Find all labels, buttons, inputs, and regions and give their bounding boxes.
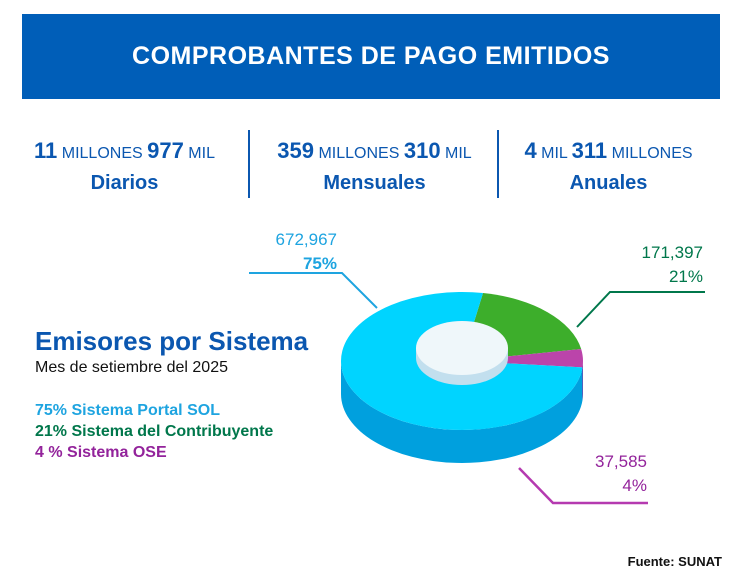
stat-monthly: 359 MILLONES 310 MIL Mensuales xyxy=(250,136,499,197)
stat-number: 310 xyxy=(403,138,441,163)
chart-subtitle: Mes de setiembre del 2025 xyxy=(35,359,228,376)
slice-value: 37,585 xyxy=(595,452,647,471)
slice-percent: 4% xyxy=(622,476,647,495)
stat-unit: MIL xyxy=(445,145,472,162)
slice-label-portal-sol: 672,967 75% xyxy=(276,228,337,276)
slice-side xyxy=(341,361,583,464)
stat-number: 311 xyxy=(571,138,608,163)
slice-label-contribuyente: 171,397 21% xyxy=(642,241,703,289)
stat-number: 4 xyxy=(524,138,537,163)
slice-value: 672,967 xyxy=(275,230,337,249)
stat-period: Anuales xyxy=(569,172,648,194)
legend-item-ose: 4 % Sistema OSE xyxy=(35,444,167,461)
stat-unit: MILLONES xyxy=(61,145,143,162)
chart-title: Emisores por Sistema xyxy=(35,326,309,356)
page-title: COMPROBANTES DE PAGO EMITIDOS xyxy=(132,42,610,70)
divider xyxy=(497,130,499,198)
slice-sistema-ose xyxy=(462,348,583,368)
stat-number: 977 xyxy=(147,138,184,163)
divider xyxy=(248,130,250,198)
leader-line-contribuyente xyxy=(576,291,705,328)
legend: 75% Sistema Portal SOL 21% Sistema del C… xyxy=(35,400,273,463)
center-disk xyxy=(416,321,508,375)
stat-number: 359 xyxy=(277,138,315,163)
stat-period: Mensuales xyxy=(323,172,426,194)
stat-unit: MIL xyxy=(188,145,215,162)
stat-unit: MIL xyxy=(541,145,568,162)
source-note: Fuente: SUNAT xyxy=(627,554,722,569)
slice-percent: 21% xyxy=(668,267,703,286)
header-banner: COMPROBANTES DE PAGO EMITIDOS xyxy=(22,14,720,99)
slice-value: 171,397 xyxy=(641,243,703,262)
leader-line-ose xyxy=(518,467,648,505)
leader-line-portal-sol xyxy=(249,272,378,309)
legend-item-portal-sol: 75% Sistema Portal SOL xyxy=(35,402,220,419)
slice-label-ose: 37,585 4% xyxy=(595,450,647,498)
stat-daily: 11 MILLONES 977 MIL Diarios xyxy=(0,136,249,197)
stat-number: 11 xyxy=(34,138,58,163)
slice-percent: 75% xyxy=(302,254,337,273)
legend-item-contribuyente: 21% Sistema del Contribuyente xyxy=(35,423,274,440)
stat-unit: MILLONES xyxy=(611,145,693,162)
stat-unit: MILLONES xyxy=(318,145,400,162)
stat-period: Diarios xyxy=(90,172,159,194)
slice-side xyxy=(582,361,583,401)
stat-yearly: 4 MIL 311 MILLONES Anuales xyxy=(484,136,733,197)
